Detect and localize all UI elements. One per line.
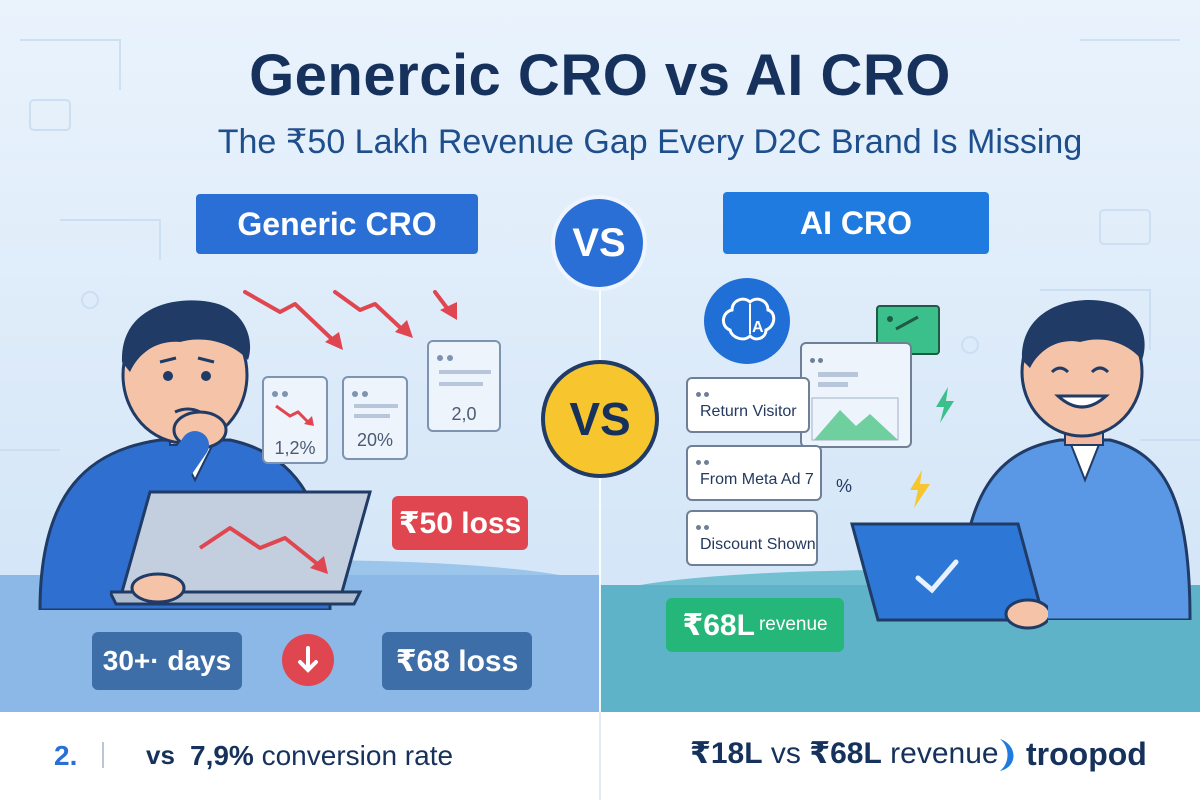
metric-card: 20% <box>342 376 408 460</box>
footer-left-number: 2. <box>54 740 78 771</box>
window-dots <box>696 452 712 470</box>
segment-label: Return Visitor <box>700 403 797 420</box>
footer-revenue-comparison: ₹18L vs ₹68L revenue <box>690 736 999 771</box>
window-dots <box>352 384 372 402</box>
down-trend-arrow-icon <box>275 404 314 426</box>
percent-symbol: % <box>836 476 853 496</box>
metric-value: 2,0 <box>451 404 477 424</box>
brand-name: troopod <box>1026 736 1147 772</box>
segment-card-discount: Discount Shown <box>686 510 818 566</box>
troopod-logo-icon <box>1000 738 1014 771</box>
days-tag: 30+· days <box>92 632 242 690</box>
window-dots <box>437 348 457 366</box>
page-subtitle: The ₹50 Lakh Revenue Gap Every D2C Brand… <box>217 123 1083 161</box>
revenue-word: revenue <box>758 614 828 635</box>
personalized-page-window <box>800 342 912 448</box>
footer-conversion-rate: 7,9% conversion rate <box>190 740 453 772</box>
alert-down-icon <box>282 634 334 686</box>
laptop-success-illustration <box>850 522 1048 630</box>
svg-text:A: A <box>752 319 764 336</box>
segment-card-meta-ad: From Meta Ad 7 <box>686 445 822 501</box>
footer-left-separator <box>102 742 104 768</box>
laptop-down-chart-illustration <box>110 490 372 606</box>
revenue-after: ₹68L <box>809 737 882 770</box>
revenue-tag: ₹68L revenue <box>666 598 844 652</box>
revenue-value: ₹68L <box>682 608 755 642</box>
page-title: Genercic CRO vs AI CRO <box>249 43 951 108</box>
segment-label: Discount Shown <box>700 536 816 553</box>
image-placeholder-icon <box>811 372 899 441</box>
window-dots <box>696 384 712 402</box>
segment-label: From Meta Ad 7 <box>700 471 814 488</box>
revenue-text: revenue <box>881 737 999 770</box>
checkmark-icon <box>915 559 959 594</box>
conversion-rate-value: 7,9% <box>190 740 254 771</box>
loss-tag: ₹50 loss <box>392 496 528 550</box>
revenue-before: ₹18L <box>690 737 763 770</box>
generic-cro-label: Generic CRO <box>196 194 478 254</box>
revenue-vs: vs <box>762 737 810 770</box>
window-dots <box>272 384 292 402</box>
ai-cro-label: AI CRO <box>723 192 989 254</box>
footer-left-vs: vs <box>146 740 175 770</box>
footer-divider <box>599 712 601 800</box>
window-dots <box>696 517 712 535</box>
brand-logo: troopod <box>996 736 1147 773</box>
vs-badge-top: VS <box>551 195 647 291</box>
conversion-rate-text: conversion rate <box>253 740 454 771</box>
metric-value: 1,2% <box>274 438 316 458</box>
loss-tag-secondary: ₹68 loss <box>382 632 532 690</box>
metric-card: 1,2% <box>262 376 328 464</box>
segment-card-return-visitor: Return Visitor <box>686 377 810 433</box>
metric-card: 2,0 <box>427 340 501 432</box>
lightning-icon <box>936 387 954 423</box>
vs-badge-center: VS <box>541 360 659 478</box>
down-trend-arrow-icon <box>243 290 457 350</box>
lightning-icon <box>910 470 930 508</box>
background-circuit-pattern <box>0 39 1200 451</box>
window-dots <box>810 350 823 368</box>
brain-ai-icon: A <box>704 278 790 364</box>
metric-value: 20% <box>356 430 394 450</box>
